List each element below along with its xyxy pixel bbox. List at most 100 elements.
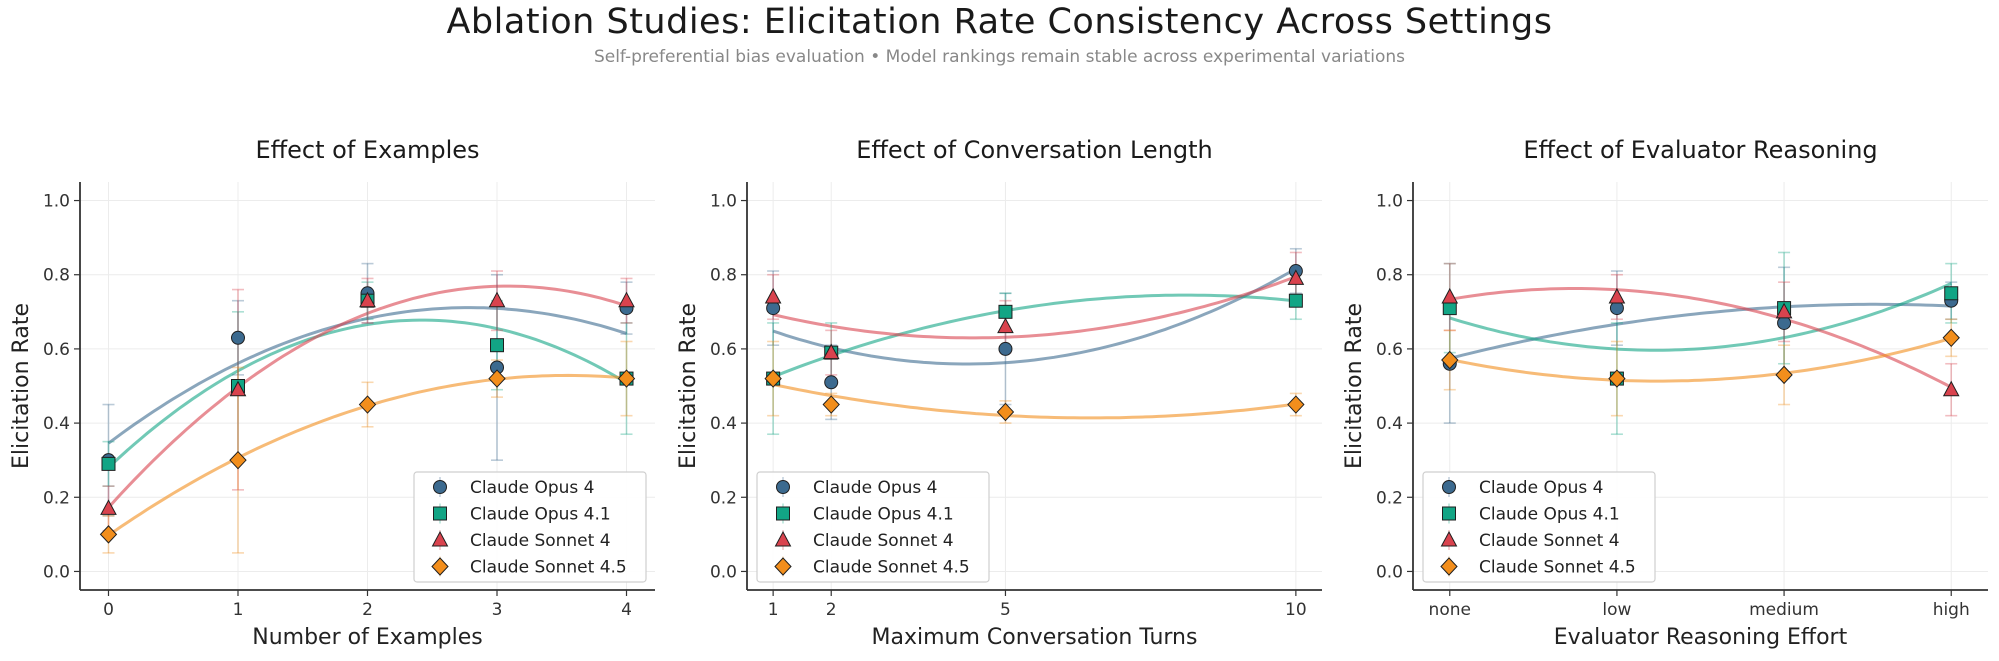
panel-effect-of-evaluator-reasoning: Effect of Evaluator Reasoning 0.0 0.2 0.4 0.… <box>1342 136 1988 650</box>
point-claude-sonnet-4 <box>618 291 635 308</box>
point-claude-opus-4-1 <box>1288 293 1303 308</box>
point-claude-opus-4-1 <box>1442 301 1457 316</box>
y-tick-label: 0.4 <box>1376 414 1403 434</box>
legend-marker-claude-opus-4-1 <box>776 506 790 521</box>
legend-marker-claude-sonnet-4 <box>774 530 792 547</box>
point-claude-sonnet-4-5 <box>1608 369 1626 388</box>
legend-label-claude-opus-4-1: Claude Opus 4.1 <box>813 505 954 525</box>
legend-label-claude-sonnet-4-5: Claude Sonnet 4.5 <box>813 558 970 578</box>
legend-box <box>1422 471 1656 583</box>
trend-line-claude-sonnet-4 <box>1449 287 1952 389</box>
trend-line-claude-opus-4-1 <box>772 293 1297 379</box>
trend-line-claude-opus-4-1 <box>107 318 628 469</box>
x-tick-label: 4 <box>621 600 632 620</box>
panel-effect-of-conversation-length: Effect of Conversation Length 0.0 0.2 0.4 0.… <box>676 136 1322 650</box>
point-claude-sonnet-4 <box>1942 380 1960 397</box>
point-claude-sonnet-4 <box>1775 302 1793 319</box>
y-tick-label: 0.0 <box>710 562 737 582</box>
y-tick-label: 1.0 <box>710 192 737 212</box>
point-claude-opus-4 <box>766 301 781 316</box>
legend-label-claude-opus-4: Claude Opus 4 <box>813 478 937 498</box>
legend-label-claude-sonnet-4: Claude Sonnet 4 <box>1479 531 1620 551</box>
x-tick-label: 10 <box>1285 600 1307 620</box>
point-claude-sonnet-4 <box>1608 287 1626 304</box>
point-claude-sonnet-4-5 <box>358 395 377 414</box>
point-claude-sonnet-4-5 <box>1287 395 1305 414</box>
legend-marker-claude-opus-4 <box>433 480 447 494</box>
legend-marker-claude-sonnet-4-5 <box>1440 557 1458 576</box>
y-tick-label: 0.2 <box>710 488 737 508</box>
y-axis-label: Elicitation Rate <box>1342 303 1367 469</box>
x-axis-label: Evaluator Reasoning Effort <box>1554 625 1848 650</box>
y-axis-label: Elicitation Rate <box>9 303 34 469</box>
trend-line-claude-opus-4-1 <box>1449 282 1952 352</box>
y-tick-label: 1.0 <box>1376 192 1403 212</box>
figure-title: Ablation Studies: Elicitation Rate Consi… <box>446 2 1553 42</box>
y-tick-label: 0.2 <box>43 488 70 508</box>
legend-label-claude-opus-4-1: Claude Opus 4.1 <box>470 505 611 525</box>
point-claude-sonnet-4 <box>764 287 782 304</box>
legend-marker-claude-opus-4-1 <box>1442 506 1456 521</box>
x-tick-label: none <box>1429 600 1471 620</box>
trend-line-claude-sonnet-4-5 <box>1449 336 1952 383</box>
trend-line-claude-sonnet-4 <box>772 275 1297 340</box>
legend-marker-claude-opus-4 <box>776 480 790 494</box>
point-claude-opus-4 <box>230 330 245 345</box>
point-claude-sonnet-4-5 <box>1441 350 1459 370</box>
point-claude-opus-4-1 <box>1944 286 1959 301</box>
point-claude-sonnet-4-5 <box>822 395 840 414</box>
point-claude-sonnet-4 <box>1441 287 1459 304</box>
legend-label-claude-sonnet-4-5: Claude Sonnet 4.5 <box>470 558 627 578</box>
figure-subtitle: Self-preferential bias evaluation • Mode… <box>593 47 1406 67</box>
y-tick-label: 0.6 <box>1376 340 1403 360</box>
point-claude-opus-4-1 <box>101 456 116 471</box>
point-claude-sonnet-4 <box>359 291 376 308</box>
y-tick-label: 0.8 <box>43 266 70 286</box>
point-claude-sonnet-4 <box>488 291 506 308</box>
x-axis-label: Number of Examples <box>252 625 482 650</box>
x-tick-label: high <box>1933 600 1970 620</box>
point-claude-opus-4 <box>1609 301 1624 316</box>
legend-marker-claude-opus-4 <box>1442 480 1456 494</box>
point-claude-sonnet-4-5 <box>1775 365 1793 385</box>
trend-line-claude-sonnet-4-5 <box>772 383 1297 420</box>
legend-label-claude-sonnet-4: Claude Sonnet 4 <box>470 531 611 551</box>
x-tick-label: 5 <box>1000 600 1011 620</box>
point-claude-opus-4 <box>824 375 839 390</box>
x-tick-label: low <box>1602 600 1631 620</box>
y-tick-label: 0.4 <box>710 414 737 434</box>
point-claude-sonnet-4-5 <box>996 402 1015 422</box>
legend: Claude Opus 4 Claude Opus 4.1 Claude Sonne… <box>413 471 647 583</box>
x-tick-label: medium <box>1749 600 1819 620</box>
point-claude-sonnet-4-5 <box>617 369 636 388</box>
panel-effect-of-examples: Effect of Examples 0.0 0.2 0.4 0.6 0.8 1.0 0 1 2 3… <box>9 136 655 650</box>
point-claude-opus-4-1 <box>998 304 1013 319</box>
panel-title: Effect of Conversation Length <box>856 136 1213 164</box>
legend-label-claude-sonnet-4-5: Claude Sonnet 4.5 <box>1479 558 1636 578</box>
trend-line-claude-opus-4 <box>107 306 627 445</box>
x-tick-label: 3 <box>492 600 503 620</box>
point-claude-sonnet-4 <box>822 343 840 360</box>
point-claude-sonnet-4 <box>997 317 1014 334</box>
y-tick-label: 0.6 <box>43 340 70 360</box>
y-tick-label: 0.4 <box>43 414 70 434</box>
x-tick-label: 1 <box>768 600 779 620</box>
point-claude-sonnet-4-5 <box>1942 328 1960 348</box>
legend: Claude Opus 4 Claude Opus 4.1 Claude Sonne… <box>1422 471 1656 583</box>
x-tick-label: 1 <box>233 600 244 620</box>
legend-box <box>756 471 990 583</box>
y-axis-label: Elicitation Rate <box>676 303 701 469</box>
legend-marker-claude-sonnet-4 <box>431 530 449 547</box>
y-tick-label: 0.8 <box>710 266 737 286</box>
legend-box <box>413 471 647 583</box>
x-tick-label: 2 <box>362 600 373 620</box>
y-tick-label: 0.0 <box>1376 562 1403 582</box>
y-tick-label: 1.0 <box>43 192 70 212</box>
legend-marker-claude-opus-4-1 <box>433 506 447 521</box>
x-tick-label: 2 <box>826 600 837 620</box>
legend: Claude Opus 4 Claude Opus 4.1 Claude Sonne… <box>756 471 990 583</box>
legend-marker-claude-sonnet-4-5 <box>431 557 449 576</box>
point-claude-sonnet-4 <box>100 499 117 515</box>
point-claude-sonnet-4-5 <box>99 525 118 544</box>
